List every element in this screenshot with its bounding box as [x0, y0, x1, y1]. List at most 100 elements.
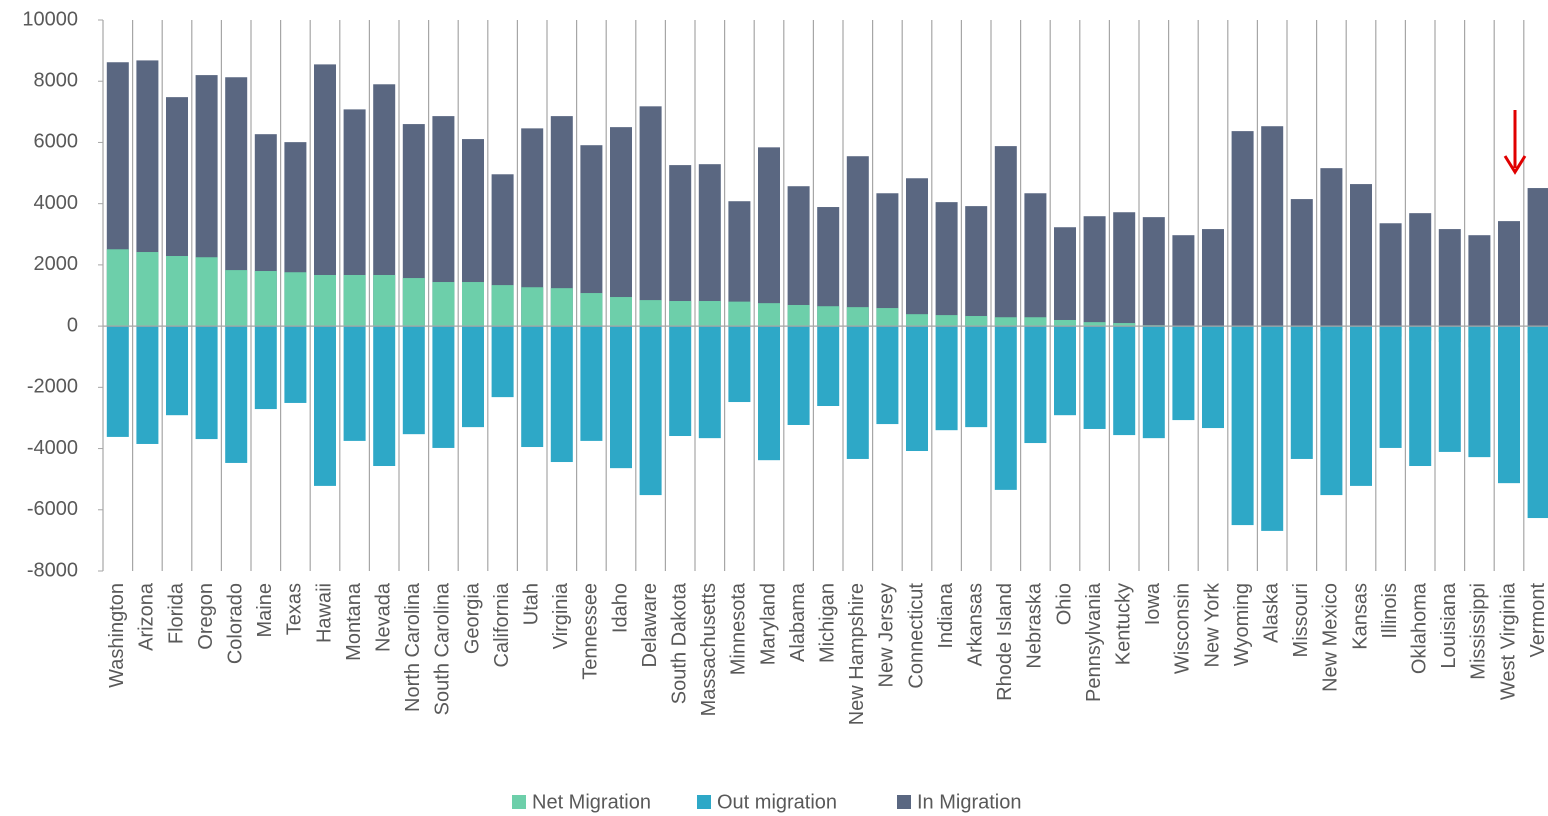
bar	[639, 106, 662, 327]
bar	[906, 314, 928, 327]
x-tick-label: Wisconsin	[1172, 583, 1194, 674]
x-tick-label: New Hampshire	[846, 583, 868, 725]
bar	[610, 326, 632, 469]
bar	[876, 308, 899, 327]
bar	[906, 326, 928, 452]
bar	[343, 109, 366, 327]
x-tick-label: Kentucky	[1112, 583, 1134, 665]
bar	[728, 201, 751, 327]
x-tick-label: New Mexico	[1320, 583, 1342, 692]
x-tick-label: South Carolina	[432, 582, 454, 715]
bar	[1172, 235, 1195, 327]
bar	[225, 326, 248, 463]
bar	[314, 326, 336, 486]
bar	[846, 156, 869, 327]
bar	[994, 326, 1017, 490]
bar	[1172, 326, 1195, 421]
bar	[758, 303, 780, 327]
x-tick-label: West Virginia	[1497, 582, 1519, 700]
bar	[1350, 184, 1372, 327]
bar	[491, 326, 514, 398]
bar	[787, 326, 810, 425]
bar	[965, 316, 988, 327]
bar	[580, 293, 603, 327]
x-tick-label: Maryland	[757, 583, 779, 665]
bar	[758, 147, 780, 327]
bar	[1113, 323, 1136, 327]
bar	[462, 139, 484, 327]
bar	[136, 326, 159, 444]
bar	[314, 274, 336, 327]
y-tick-label: -8000	[27, 559, 78, 581]
bar	[373, 84, 396, 327]
x-tick-label: Pennsylvania	[1083, 582, 1105, 702]
x-tick-label: Kansas	[1349, 583, 1371, 650]
y-tick-label: 0	[67, 314, 78, 336]
x-tick-label: Arkansas	[964, 583, 986, 666]
bar	[787, 304, 810, 327]
x-tick-label: Washington	[106, 583, 128, 688]
bar	[758, 326, 780, 461]
bar	[728, 326, 751, 403]
bar	[254, 326, 277, 410]
bar	[698, 164, 721, 327]
bar	[698, 301, 721, 327]
legend: Net Migration Out migration In Migration	[512, 791, 1022, 813]
bar	[1024, 317, 1047, 327]
bar	[1261, 326, 1284, 531]
x-tick-label: Indiana	[935, 582, 957, 648]
bar	[1024, 193, 1047, 327]
bar	[1468, 326, 1491, 458]
bar	[195, 326, 218, 440]
bar	[876, 193, 899, 327]
bar	[1113, 326, 1136, 436]
bar	[550, 116, 573, 327]
bar	[402, 124, 425, 327]
x-tick-label: Michigan	[816, 583, 838, 663]
x-tick-label: Maine	[254, 583, 276, 637]
x-tick-label: Wyoming	[1231, 583, 1253, 666]
bar	[550, 288, 573, 327]
x-tick-label: Rhode Island	[994, 583, 1016, 701]
bar	[580, 326, 603, 441]
bar	[254, 271, 277, 327]
legend-label: In Migration	[917, 791, 1022, 813]
bar	[284, 272, 307, 327]
x-tick-label: Vermont	[1527, 583, 1548, 658]
bar	[1083, 322, 1106, 327]
bar	[935, 315, 958, 327]
x-tick-label: Massachusetts	[698, 583, 720, 716]
bar	[1379, 326, 1402, 448]
x-tick-label: Louisiana	[1438, 582, 1460, 669]
bar	[965, 326, 988, 428]
bar	[225, 270, 248, 327]
y-tick-label: 10000	[22, 8, 78, 30]
bar	[846, 307, 869, 327]
bar	[669, 326, 692, 437]
bar	[1438, 229, 1461, 327]
bar	[432, 282, 455, 327]
bar	[402, 326, 425, 435]
bar	[1498, 221, 1520, 327]
bar	[1320, 326, 1343, 496]
bar	[846, 326, 869, 459]
x-tick-label: Montana	[343, 582, 365, 661]
bar	[1054, 227, 1076, 327]
bar	[639, 326, 662, 496]
bar	[373, 326, 396, 467]
bar	[314, 64, 336, 327]
x-tick-label: Missouri	[1290, 583, 1312, 657]
bar	[698, 326, 721, 439]
bar	[432, 116, 455, 327]
y-tick-label: 8000	[34, 70, 79, 92]
y-tick-label: 6000	[34, 131, 79, 153]
x-tick-label: New York	[1201, 582, 1223, 667]
bar	[994, 317, 1017, 327]
bar	[787, 186, 810, 327]
x-tick-label: New Jersey	[876, 583, 898, 687]
bar	[935, 326, 958, 431]
x-tick-label: California	[491, 582, 513, 667]
bar	[1202, 326, 1224, 429]
x-tick-label: Alaska	[1260, 582, 1282, 643]
